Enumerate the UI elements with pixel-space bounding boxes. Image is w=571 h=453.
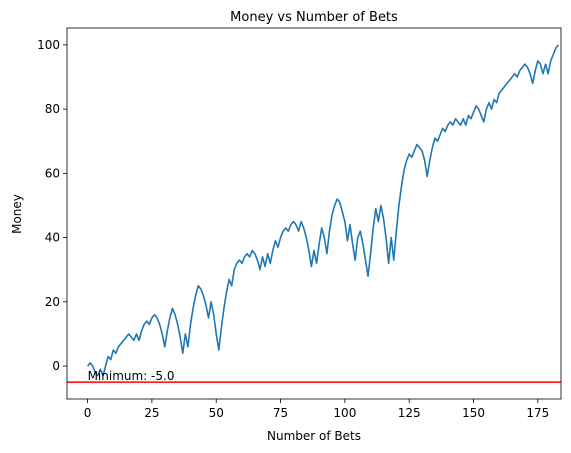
data-line [86, 44, 560, 377]
y-tick-label: 100 [37, 38, 60, 52]
y-tick-label: 80 [45, 102, 60, 116]
y-tick-label: 40 [45, 231, 60, 245]
x-tick-label: 25 [144, 406, 159, 420]
y-tick-label: 0 [52, 359, 60, 373]
chart-title: Money vs Number of Bets [230, 10, 398, 25]
y-axis-label: Money [10, 194, 24, 234]
x-tick-label: 175 [526, 406, 549, 420]
x-tick-label: 125 [398, 406, 421, 420]
x-axis-label: Number of Bets [267, 429, 361, 443]
y-tick-label: 60 [45, 166, 60, 180]
x-tick-label: 75 [273, 406, 288, 420]
axes-frame [66, 27, 562, 400]
plot-area [67, 44, 561, 383]
x-tick-label: 150 [462, 406, 485, 420]
x-tick-label: 100 [333, 406, 356, 420]
x-tick-label: 0 [84, 406, 92, 420]
y-tick-label: 20 [45, 295, 60, 309]
annotation: Minimum: -5.0 [88, 369, 175, 383]
x-tick-label: 50 [209, 406, 224, 420]
